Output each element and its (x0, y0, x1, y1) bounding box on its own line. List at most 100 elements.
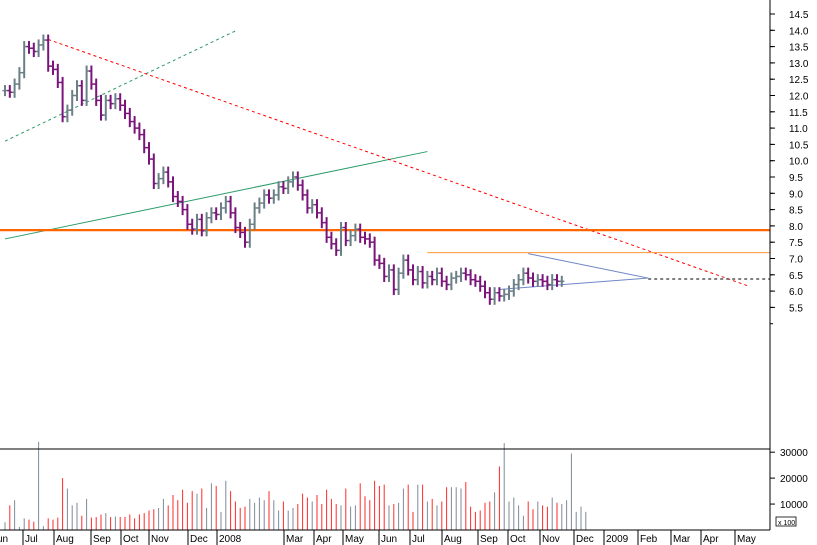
ohlc-bar (295, 171, 301, 191)
ohlc-bar (252, 202, 258, 230)
ohlc-bar (554, 274, 560, 287)
x-tick-label: Aug (444, 534, 462, 545)
y-tick-label: 8.0 (789, 222, 803, 233)
ohlc-bar (516, 274, 522, 291)
ohlc-bar (525, 267, 531, 284)
annotation-layer (0, 30, 770, 290)
ohlc-bar (415, 265, 421, 286)
ohlc-bar (458, 267, 464, 282)
ohlc-bar (439, 267, 445, 287)
x-tick-label: Nov (151, 534, 169, 545)
y-tick-label: 7.0 (789, 255, 803, 266)
y-tick-label: 11.5 (789, 108, 808, 119)
volume-unit-box (775, 516, 797, 527)
ohlc-bar (333, 238, 339, 256)
ohlc-bar (21, 41, 27, 79)
x-tick-label: Dec (576, 534, 594, 545)
ohlc-bar (309, 199, 315, 214)
ohlc-bar (112, 93, 118, 110)
ohlc-bar (472, 274, 478, 287)
ohlc-bar (170, 176, 176, 203)
x-tick-label: May (345, 534, 364, 545)
y-tick-label: 11.0 (789, 124, 808, 135)
ohlc-bar (391, 264, 397, 296)
ohlc-bar (160, 166, 166, 185)
ohlc-bar (136, 122, 142, 141)
ohlc-bar (280, 181, 286, 194)
ohlc-bar (194, 213, 200, 235)
ohlc-bar (448, 272, 454, 291)
ohlc-bar (343, 221, 349, 247)
y-tick-label: 7.5 (789, 238, 803, 249)
ohlc-bar (45, 34, 51, 72)
ohlc-bar (237, 221, 243, 238)
ohlc-bar (204, 212, 210, 237)
ohlc-bar (324, 217, 330, 243)
ohlc-bar (487, 287, 493, 305)
ohlc-bar (26, 41, 32, 54)
ohlc-bar (88, 65, 94, 90)
ohlc-bar (314, 199, 320, 219)
ohlc-bar (506, 285, 512, 300)
ohlc-bar (12, 78, 18, 98)
ohlc-bar (2, 85, 8, 97)
ohlc-bar (535, 274, 541, 287)
x-tick-label: Jul (25, 534, 38, 545)
x-axis: un Jul Aug Sep Oct Nov Dec 2008 Mar Apr May Jun Jul A… (0, 530, 756, 545)
annotation-line-1 (4, 151, 428, 240)
ohlc-bar (98, 94, 104, 121)
ohlc-bar (501, 288, 507, 302)
ohlc-bar (151, 153, 157, 190)
annotation-line-6 (499, 277, 649, 290)
ohlc-bar (40, 34, 46, 51)
ohlc-bar (492, 287, 498, 305)
ohlc-bar (232, 207, 238, 234)
y-tick-label: 13.0 (789, 59, 809, 70)
ohlc-bar (122, 99, 128, 119)
ohlc-bar (117, 93, 123, 111)
ohlc-bar (79, 80, 85, 106)
ohlc-bar (247, 218, 253, 248)
ohlc-bar (400, 254, 406, 279)
ohlc-bar (108, 94, 114, 110)
x-tick-label: 2008 (219, 534, 242, 545)
ohlc-bar (165, 166, 171, 188)
volume-bars (4, 441, 587, 530)
ohlc-bar (7, 85, 13, 98)
ohlc-bar (285, 176, 291, 194)
ohlc-bar (103, 94, 109, 121)
ohlc-bar (199, 213, 205, 237)
price-y-axis: 14.5 14.0 13.5 13.0 12.5 12.0 11.5 11.0 10.5 10.0… (770, 10, 809, 325)
volume-unit-label: x 100 (778, 520, 795, 527)
ohlc-bar (482, 280, 488, 299)
ohlc-bar (530, 272, 536, 287)
ohlc-bar (36, 39, 42, 58)
price-panel (0, 0, 770, 449)
ohlc-bar (64, 104, 70, 123)
volume-y-axis: 30000 20000 10000 (770, 448, 808, 511)
ohlc-bar (218, 202, 224, 221)
x-tick-label: Jun (381, 534, 397, 545)
x-tick-label: Dec (190, 534, 208, 545)
x-label-truncated: un (0, 534, 8, 545)
ohlc-bars (2, 34, 565, 305)
ohlc-bar (60, 76, 66, 123)
ohlc-bar (304, 189, 310, 214)
y-tick-label: 10.5 (789, 140, 809, 151)
ohlc-bar (468, 269, 474, 286)
ohlc-bar (376, 254, 382, 269)
x-tick-label: Jul (412, 534, 425, 545)
ohlc-bar (410, 264, 416, 286)
y-tick-label: 6.0 (789, 287, 803, 298)
price-panel-background (0, 0, 770, 449)
ohlc-bar (132, 116, 138, 134)
ohlc-bar (84, 65, 90, 106)
x-tick-label: Sep (480, 534, 498, 545)
ohlc-bar (223, 195, 229, 214)
y-tick-label: 8.5 (789, 206, 803, 217)
x-tick-label: Aug (56, 534, 74, 545)
x-tick-label: May (737, 534, 756, 545)
ohlc-bar (74, 80, 80, 102)
ohlc-bar (396, 267, 402, 296)
ohlc-bar (208, 207, 214, 224)
